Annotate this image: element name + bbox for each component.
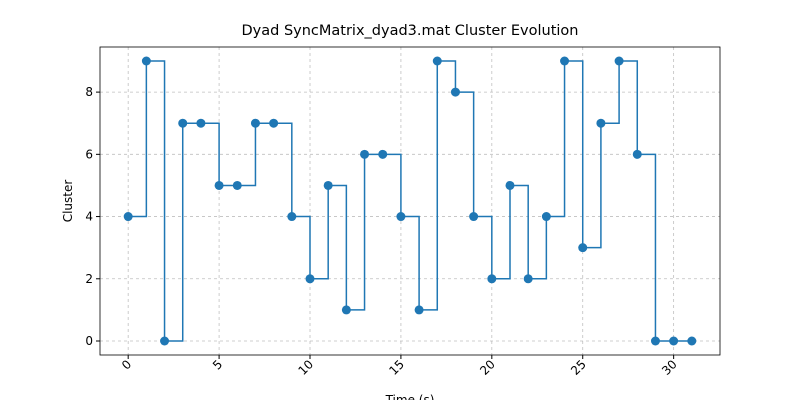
y-tick-label: 6 bbox=[85, 147, 93, 161]
data-point bbox=[578, 243, 588, 253]
data-point bbox=[596, 118, 606, 128]
data-point bbox=[560, 56, 570, 66]
data-point bbox=[396, 212, 406, 222]
data-point bbox=[487, 274, 497, 284]
data-point bbox=[269, 118, 279, 128]
x-tick-label: 10 bbox=[295, 357, 316, 378]
data-point bbox=[232, 180, 242, 190]
x-tick-label: 5 bbox=[210, 357, 225, 372]
data-point bbox=[160, 336, 170, 346]
data-point bbox=[305, 274, 315, 284]
chart-title: Dyad SyncMatrix_dyad3.mat Cluster Evolut… bbox=[242, 23, 579, 39]
data-point bbox=[687, 336, 697, 346]
data-point bbox=[450, 87, 460, 97]
data-point bbox=[250, 118, 260, 128]
x-tick-label: 20 bbox=[477, 357, 498, 378]
data-point bbox=[178, 118, 188, 128]
data-point bbox=[196, 118, 206, 128]
data-point bbox=[505, 180, 515, 190]
data-point bbox=[650, 336, 660, 346]
x-tick-label: 0 bbox=[119, 357, 134, 372]
data-point bbox=[523, 274, 533, 284]
data-point bbox=[360, 149, 370, 159]
y-tick-label: 2 bbox=[85, 272, 93, 286]
data-point bbox=[123, 212, 133, 222]
y-tick-label: 8 bbox=[85, 85, 93, 99]
step-line bbox=[128, 60, 692, 342]
y-axis-label: Cluster bbox=[61, 180, 75, 223]
data-point bbox=[214, 180, 224, 190]
data-point bbox=[141, 56, 151, 66]
data-point bbox=[414, 305, 424, 315]
data-point bbox=[541, 212, 551, 222]
data-point bbox=[432, 56, 442, 66]
x-axis-label: Time (s) bbox=[385, 393, 435, 400]
plot-frame bbox=[99, 46, 721, 356]
data-point bbox=[632, 149, 642, 159]
x-tick-label: 15 bbox=[386, 357, 407, 378]
data-point bbox=[287, 212, 297, 222]
data-point bbox=[341, 305, 351, 315]
x-tick-label: 30 bbox=[659, 357, 680, 378]
y-tick-label: 4 bbox=[85, 210, 93, 224]
data-point bbox=[669, 336, 679, 346]
y-tick-label: 0 bbox=[85, 334, 93, 348]
x-tick-label: 25 bbox=[568, 357, 589, 378]
data-point bbox=[614, 56, 624, 66]
data-point bbox=[323, 180, 333, 190]
data-point bbox=[378, 149, 388, 159]
data-point bbox=[469, 212, 479, 222]
